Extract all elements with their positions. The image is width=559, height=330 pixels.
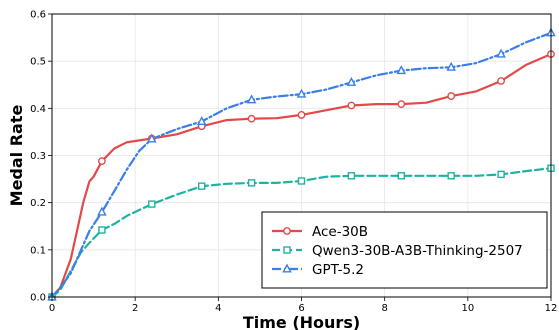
data-point-qwen3-30b-a3b-thinking-2507 [447,172,455,180]
legend-label-qwen3-30b-a3b-thinking-2507: Qwen3-30B-A3B-Thinking-2507 [312,243,523,259]
data-point-gpt-5-2 [246,94,257,104]
legend-label-gpt-5-2: GPT-5.2 [312,262,364,278]
data-point-gpt-5-2 [296,88,307,98]
data-point-gpt-5-2 [346,76,357,86]
y-tick-label: 0.2 [30,198,46,209]
x-tick-label: 0 [49,303,55,314]
axis-ticks: 0 2 4 6 8 10 12 0.0 0.1 0.2 0.3 0.4 0.5 0.6 [30,10,557,315]
x-tick-label: 10 [461,303,474,314]
data-point-qwen3-30b-a3b-thinking-2507 [497,170,505,179]
data-point-ace-30b [397,100,406,108]
y-tick-label: 0.6 [30,10,46,21]
data-point-gpt-5-2 [396,65,407,75]
legend: Ace-30B Qwen3-30B-A3B-Thinking-2507 GPT-5.… [261,211,548,289]
data-point-gpt-5-2 [496,48,506,58]
data-point-qwen3-30b-a3b-thinking-2507 [197,182,206,190]
series-lines [50,31,553,299]
legend-items: Ace-30B Qwen3-30B-A3B-Thinking-2507 GPT-5.… [272,224,523,278]
data-point-gpt-5-2 [446,61,456,71]
data-point-gpt-5-2 [147,133,157,143]
legend-marker-qwen3-30b-a3b-thinking-2507 [283,246,291,254]
data-point-qwen3-30b-a3b-thinking-2507 [98,226,106,234]
x-tick-label: 4 [215,303,221,314]
x-tick-label: 2 [132,303,138,314]
series-line-qwen3-30b-a3b-thinking-2507 [50,167,553,299]
series-line-gpt-5-2 [50,31,553,299]
data-point-qwen3-30b-a3b-thinking-2507 [397,172,405,180]
series-line-ace-30b [50,52,553,299]
data-point-qwen3-30b-a3b-thinking-2507 [347,172,356,180]
legend-box [261,211,548,289]
data-point-gpt-5-2 [97,206,107,216]
y-tick-label: 0.5 [30,57,46,68]
x-tick-label: 6 [298,303,304,314]
data-point-gpt-5-2 [196,116,207,126]
x-axis-title: Time (Hours) [243,313,360,330]
data-point-ace-30b [247,114,256,123]
legend-marker-ace-30b [283,227,291,235]
y-axis-title: Medal Rate [7,105,26,207]
x-tick-label: 12 [545,303,558,314]
data-point-ace-30b [497,77,505,85]
y-tick-label: 0.3 [30,151,46,162]
data-point-qwen3-30b-a3b-thinking-2507 [247,179,256,187]
data-point-ace-30b [447,92,456,100]
y-tick-label: 0.4 [30,104,46,115]
data-point-ace-30b [297,111,306,119]
data-point-qwen3-30b-a3b-thinking-2507 [148,200,156,208]
data-point-ace-30b [347,101,356,110]
y-tick-label: 0.0 [30,293,46,304]
data-point-ace-30b [98,157,106,166]
y-tick-label: 0.1 [30,245,46,256]
legend-marker-gpt-5-2 [282,263,292,273]
x-tick-label: 8 [381,303,387,314]
data-point-qwen3-30b-a3b-thinking-2507 [297,177,306,185]
legend-label-ace-30b: Ace-30B [312,224,368,240]
